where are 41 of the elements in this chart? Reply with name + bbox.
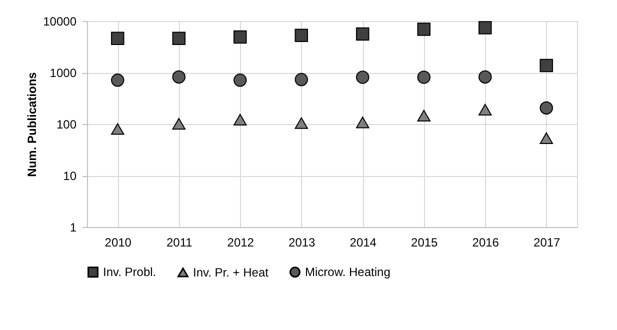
x-tick-label: 2012 xyxy=(227,236,254,250)
x-tick-label: 2017 xyxy=(534,236,561,250)
x-tick-label: 2015 xyxy=(411,236,438,250)
point xyxy=(417,22,430,36)
x-tick-label: 2010 xyxy=(104,236,132,250)
point xyxy=(111,123,124,135)
point xyxy=(356,27,370,41)
y-axis-title: Num. Publications xyxy=(25,72,40,177)
y-tick-label: 10 xyxy=(63,169,77,183)
point xyxy=(234,30,247,44)
y-tick-label: 10000 xyxy=(43,14,77,28)
x-tick-label: 2014 xyxy=(350,236,377,250)
x-tick-label: 2016 xyxy=(472,236,500,250)
point xyxy=(111,74,124,87)
point xyxy=(540,101,553,115)
point xyxy=(478,70,492,84)
y-tick-label: 1000 xyxy=(50,66,77,80)
x-tick-label: 2013 xyxy=(288,236,316,250)
y-tick-label: 100 xyxy=(56,118,77,132)
y-tick-label: 1 xyxy=(70,220,77,234)
x-tick-label: 2011 xyxy=(166,236,193,250)
point xyxy=(540,58,553,72)
point xyxy=(478,21,492,34)
point xyxy=(111,32,124,45)
legend-label: Microw. Heating xyxy=(305,265,390,280)
point xyxy=(294,72,308,86)
point xyxy=(234,114,247,126)
point xyxy=(294,28,308,42)
point xyxy=(417,110,430,122)
point xyxy=(356,116,370,128)
legend-label: Inv. Probl. xyxy=(103,265,156,280)
point xyxy=(172,118,186,130)
point xyxy=(540,132,553,144)
point xyxy=(417,70,430,84)
point xyxy=(234,74,247,87)
point xyxy=(172,32,186,45)
point xyxy=(356,70,370,84)
point xyxy=(478,104,492,116)
legend-label: Inv. Pr. + Heat xyxy=(193,265,270,280)
point xyxy=(294,117,308,129)
point xyxy=(172,70,186,84)
